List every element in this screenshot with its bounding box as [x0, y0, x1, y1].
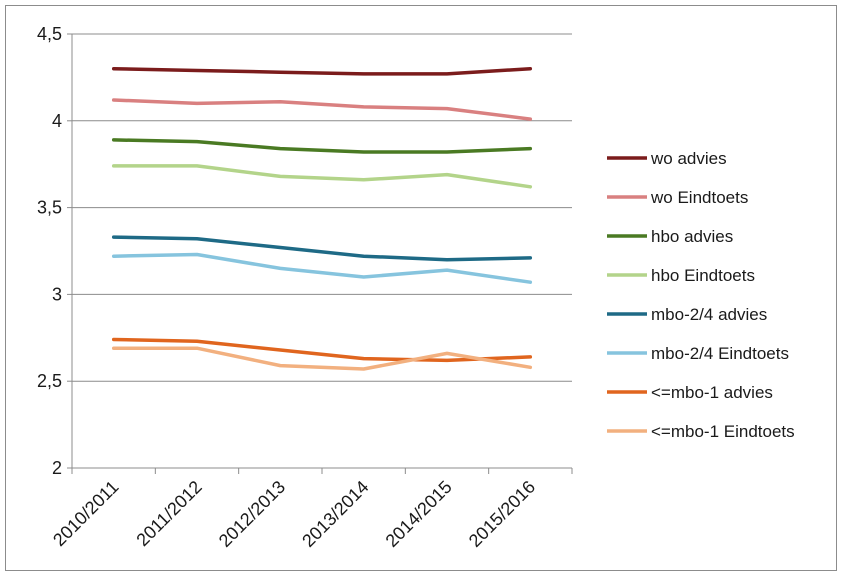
x-tick-label: 2012/2013	[215, 477, 289, 551]
legend-label: wo advies	[650, 149, 727, 168]
series-line-4	[111, 235, 533, 262]
series-line-7	[111, 346, 533, 371]
series-line-0	[111, 66, 533, 76]
legend-label: hbo advies	[651, 227, 733, 246]
y-tick-label: 3,5	[37, 198, 62, 218]
y-tick-label: 2,5	[37, 371, 62, 391]
series-line-2	[111, 138, 533, 154]
y-tick-label: 4	[52, 111, 62, 131]
y-tick-label: 3	[52, 284, 62, 304]
legend-label: mbo-2/4 Eindtoets	[651, 344, 789, 363]
x-tick-label: 2014/2015	[382, 477, 456, 551]
legend-label: mbo-2/4 advies	[651, 305, 767, 324]
x-tick-label: 2015/2016	[465, 477, 539, 551]
series-line-1	[111, 98, 533, 121]
series-line-3	[111, 164, 533, 189]
legend-label: <=mbo-1 advies	[651, 383, 773, 402]
x-tick-label: 2013/2014	[298, 477, 372, 551]
legend-label: <=mbo-1 Eindtoets	[651, 422, 795, 441]
legend-label: wo Eindtoets	[650, 188, 748, 207]
x-tick-label: 2011/2012	[132, 477, 205, 550]
y-tick-label: 2	[52, 458, 62, 478]
series-line-6	[111, 337, 533, 363]
x-tick-label: 2010/2011	[49, 477, 122, 550]
chart-frame	[5, 5, 837, 571]
y-axis: 2 2,5 3 3,5 4 4,5	[37, 24, 73, 478]
legend-label: hbo Eindtoets	[651, 266, 755, 285]
legend: wo advies wo Eindtoets hbo advies hbo Eindt…	[607, 149, 795, 441]
series-line-5	[111, 252, 533, 284]
y-tick-label: 4,5	[37, 24, 62, 44]
x-axis: 2010/2011 2011/2012 2012/2013 2013/2014 2014…	[49, 468, 573, 551]
series-lines	[111, 66, 533, 371]
